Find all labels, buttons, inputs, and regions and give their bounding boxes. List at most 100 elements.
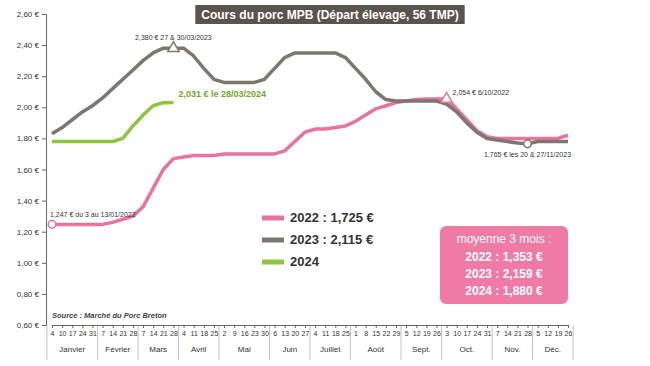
x-tick-mark — [234, 325, 235, 328]
x-tick-mark — [52, 325, 53, 328]
series-line — [52, 48, 568, 144]
x-tick-mark — [345, 325, 346, 328]
y-tick-label: 2,40 € — [17, 41, 40, 50]
month-label: Oct. — [459, 345, 474, 354]
x-tick-mark — [275, 325, 276, 328]
x-tick: 20 — [291, 325, 299, 337]
month-separator — [218, 325, 219, 360]
x-tick: 4 — [51, 325, 55, 337]
x-tick: 6 — [273, 325, 277, 337]
x-tick-label: 26 — [565, 330, 573, 337]
x-tick: 27 — [302, 325, 310, 337]
y-tick: 2,20 € — [17, 72, 46, 81]
x-tick-label: 27 — [302, 330, 310, 337]
x-tick-label: 22 — [382, 330, 390, 337]
month-label: Sept. — [412, 345, 431, 354]
average-box-line: 2022 : 1,353 € — [465, 250, 543, 264]
x-tick-label: 21 — [514, 330, 522, 337]
x-tick-label: 13 — [281, 330, 289, 337]
annotation-marker — [48, 221, 56, 229]
x-tick-mark — [406, 325, 407, 328]
x-tick-mark — [457, 325, 458, 328]
x-tick: 13 — [281, 325, 289, 337]
x-tick-mark — [517, 325, 518, 328]
legend-label: 2023 : 2,115 € — [290, 232, 373, 247]
x-tick: 22 — [382, 325, 390, 337]
average-box-title: moyenne 3 mois : — [457, 232, 552, 246]
month-separator — [269, 325, 270, 360]
annotation-text: 2,054 € 6/10/2022 — [453, 89, 510, 96]
x-tick: 12 — [544, 325, 552, 337]
x-tick: 7 — [142, 325, 146, 337]
x-tick-label: 8 — [364, 330, 368, 337]
annotation-text: 1,247 € du 3 au 13/01/2022 — [50, 211, 136, 218]
y-tick-mark — [42, 294, 46, 295]
x-tick-mark — [376, 325, 377, 328]
y-tick-label: 1,00 € — [17, 259, 40, 268]
x-tick: 15 — [372, 325, 380, 337]
annotation-text: 1,765 € les 20 & 27/11/2023 — [484, 151, 571, 158]
x-axis-line — [53, 326, 569, 329]
y-tick: 2,60 € — [17, 10, 46, 19]
y-tick-mark — [42, 325, 46, 326]
y-tick-label: 2,00 € — [17, 103, 40, 112]
x-tick-label: 14 — [150, 330, 158, 337]
x-tick: 24 — [79, 325, 87, 337]
x-tick-mark — [386, 325, 387, 328]
x-tick-mark — [103, 325, 104, 328]
y-tick-label: 2,60 € — [17, 10, 40, 19]
chart-title: Cours du porc MPB (Départ élevage, 56 TM… — [201, 8, 458, 22]
y-tick: 1,80 € — [17, 134, 46, 143]
x-tick-label: 10 — [453, 330, 461, 337]
x-tick-mark — [558, 325, 559, 328]
x-tick: 11 — [322, 325, 329, 337]
x-tick: 24 — [474, 325, 482, 337]
y-tick: 1,40 € — [17, 197, 46, 206]
y-tick: 2,00 € — [17, 103, 46, 112]
month-label: Mars — [149, 345, 167, 354]
x-tick-label: 28 — [130, 330, 138, 337]
legend: 2022 : 1,725 €2023 : 2,115 €2024 — [262, 210, 374, 269]
x-tick-mark — [133, 325, 134, 328]
y-tick-mark — [42, 263, 46, 264]
x-tick-label: 10 — [59, 330, 67, 337]
x-tick-mark — [92, 325, 93, 328]
x-tick: 25 — [210, 325, 218, 337]
y-tick-label: 1,20 € — [17, 228, 40, 237]
month-separator — [138, 325, 139, 360]
x-tick: 21 — [119, 325, 127, 337]
x-tick-label: 14 — [504, 330, 512, 337]
x-tick-label: 26 — [433, 330, 441, 337]
x-tick-mark — [184, 325, 185, 328]
month-separator — [178, 325, 179, 360]
x-tick-label: 23 — [251, 330, 259, 337]
x-tick-label: 4 — [51, 330, 55, 337]
x-tick-label: 4 — [182, 330, 186, 337]
x-tick: 26 — [565, 325, 573, 337]
x-tick-mark — [396, 325, 397, 328]
x-tick-label: 21 — [160, 330, 168, 337]
y-tick-mark — [42, 76, 46, 77]
x-tick-label: 5 — [536, 330, 540, 337]
x-tick-label: 14 — [109, 330, 117, 337]
month-label: Déc. — [545, 345, 561, 354]
x-tick-label: 16 — [241, 330, 249, 337]
y-tick: 0,60 € — [17, 321, 46, 330]
x-tick: 17 — [69, 325, 77, 337]
x-tick-label: 7 — [142, 330, 146, 337]
x-tick-label: 18 — [200, 330, 208, 337]
x-tick: 28 — [524, 325, 532, 337]
y-tick-label: 2,20 € — [17, 72, 40, 81]
x-tick-label: 4 — [314, 330, 318, 337]
x-tick-label: 6 — [273, 330, 277, 337]
x-tick: 23 — [251, 325, 259, 337]
x-tick: 7 — [496, 325, 500, 337]
y-tick-mark — [42, 107, 46, 108]
month-label: Nov. — [504, 345, 520, 354]
annotations: 1,247 € du 3 au 13/01/20222,380 € 27 & 3… — [50, 34, 571, 218]
x-tick-label: 2 — [223, 330, 227, 337]
x-tick: 17 — [463, 325, 471, 337]
x-tick-mark — [305, 325, 306, 328]
y-tick-mark — [42, 138, 46, 139]
legend-swatch — [262, 238, 284, 243]
